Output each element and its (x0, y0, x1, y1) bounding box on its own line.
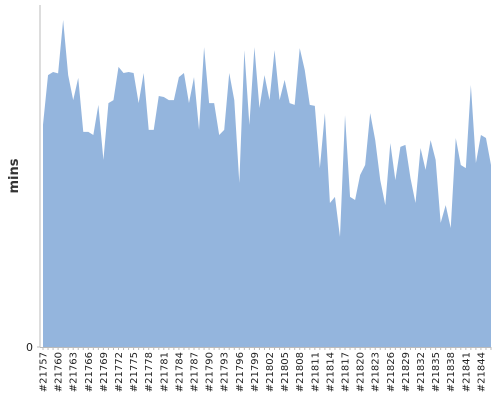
x-tick-label: #21790 (205, 352, 216, 392)
x-tick-label: #21787 (190, 352, 201, 392)
x-tick-label: #21835 (431, 352, 442, 392)
x-tick-label: #21760 (54, 352, 65, 392)
y-axis-label: mins (7, 158, 22, 193)
x-tick-label: #21811 (310, 352, 321, 392)
y-tick-label: 0 (26, 341, 33, 354)
x-tick-label: #21808 (295, 352, 306, 392)
x-tick-label: #21796 (235, 352, 246, 392)
x-tick-label: #21841 (461, 352, 472, 392)
x-tick-label: #21823 (371, 352, 382, 392)
x-tick-label: #21772 (114, 352, 125, 392)
x-tick-label: #21784 (174, 352, 185, 392)
x-tick-label: #21778 (144, 352, 155, 392)
x-tick-label: #21814 (325, 352, 336, 392)
x-tick-label: #21838 (446, 352, 457, 392)
x-tick-label: #21832 (416, 352, 427, 392)
x-tick-label: #21766 (84, 352, 95, 392)
x-tick-label: #21763 (69, 352, 80, 392)
x-tick-label: #21844 (476, 352, 487, 392)
x-tick-label: #21799 (250, 352, 261, 392)
x-tick-label: #21781 (159, 352, 170, 392)
x-tick-label: #21769 (99, 352, 110, 392)
x-tick-label: #21829 (401, 352, 412, 392)
x-tick-label: #21817 (341, 352, 352, 392)
x-tick-label: #21757 (39, 352, 50, 392)
x-tick-label: #21826 (386, 352, 397, 392)
x-tick-label: #21805 (280, 352, 291, 392)
x-tick-label: #21820 (356, 352, 367, 392)
x-tick-label: #21775 (129, 352, 140, 392)
area (43, 20, 491, 347)
x-tick-label: #21802 (265, 352, 276, 392)
x-tick-label: #21793 (220, 352, 231, 392)
